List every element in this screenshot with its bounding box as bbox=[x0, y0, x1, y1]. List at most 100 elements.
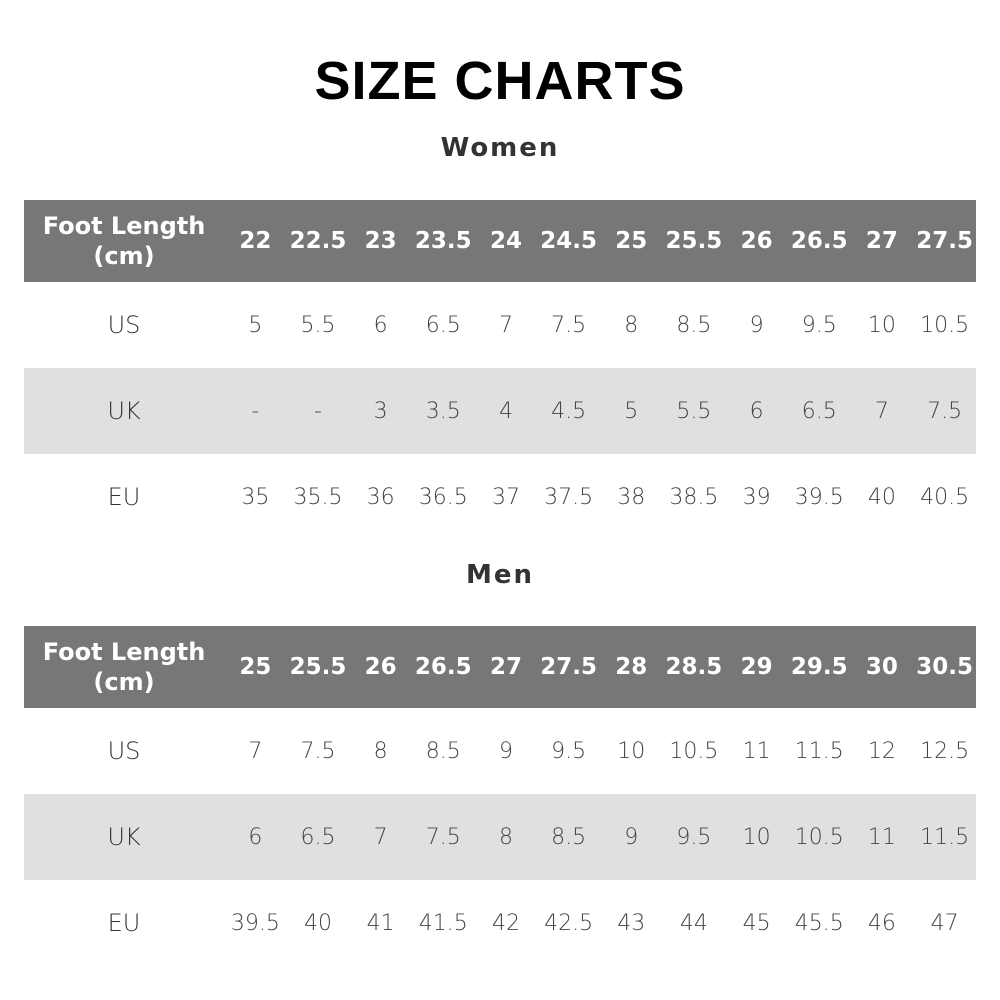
size-cell: 6 bbox=[725, 368, 788, 454]
size-cell: 38.5 bbox=[669, 484, 719, 510]
foot-length-cell: 25 bbox=[599, 200, 663, 282]
table-row-eu: EU 35 35.5 36 36.5 37 37.5 38 38.5 39 39.5 40 40.5 bbox=[24, 454, 976, 540]
size-cell: 42 bbox=[491, 910, 520, 936]
size-cell: 11 bbox=[850, 794, 914, 880]
foot-length-cell: 27.5 bbox=[913, 200, 976, 282]
size-cell: 5 bbox=[248, 312, 263, 338]
size-cell: 39 bbox=[742, 484, 771, 510]
size-cell: 10.5 bbox=[920, 312, 970, 338]
size-cell: 8 bbox=[373, 738, 388, 764]
size-cell: 6.5 bbox=[425, 312, 461, 338]
size-cell: 10 bbox=[867, 312, 896, 338]
size-cell: 9 bbox=[599, 794, 663, 880]
row-label: EU bbox=[107, 483, 141, 511]
size-cell: 35.5 bbox=[293, 484, 343, 510]
size-cell: 35 bbox=[241, 484, 270, 510]
size-cell: 10.5 bbox=[787, 794, 851, 880]
foot-length-cell: 29 bbox=[725, 626, 788, 708]
size-cell: 4 bbox=[474, 368, 538, 454]
size-cell: 45 bbox=[742, 910, 771, 936]
foot-length-cell: 28 bbox=[599, 626, 663, 708]
size-cell: 9 bbox=[749, 312, 764, 338]
foot-length-cell: 23 bbox=[349, 200, 412, 282]
size-cell: 5.5 bbox=[300, 312, 336, 338]
size-cell: 5 bbox=[599, 368, 663, 454]
size-cell: 40 bbox=[303, 910, 332, 936]
foot-length-cell: 26 bbox=[725, 200, 788, 282]
size-cell: 39.5 bbox=[794, 484, 844, 510]
size-cell: 6.5 bbox=[787, 368, 851, 454]
size-cell: 8 bbox=[624, 312, 639, 338]
page-title: SIZE CHARTS bbox=[314, 51, 686, 111]
size-cell: 3 bbox=[349, 368, 412, 454]
size-cell: 40 bbox=[867, 484, 896, 510]
foot-length-cell: 26 bbox=[349, 626, 412, 708]
size-cell: 36 bbox=[366, 484, 395, 510]
size-cell: 3.5 bbox=[411, 368, 475, 454]
foot-length-cell: 27 bbox=[850, 200, 914, 282]
size-cell: 40.5 bbox=[920, 484, 970, 510]
size-cell: 7 bbox=[248, 738, 263, 764]
size-cell: 41 bbox=[366, 910, 395, 936]
foot-length-cell: 26.5 bbox=[787, 200, 851, 282]
size-cell: 6 bbox=[224, 794, 287, 880]
size-cell: 12.5 bbox=[920, 738, 970, 764]
size-cell: 6.5 bbox=[286, 794, 350, 880]
size-cell: 5.5 bbox=[662, 368, 726, 454]
size-cell: 38 bbox=[617, 484, 646, 510]
size-cell: 12 bbox=[867, 738, 896, 764]
foot-length-cell: 30 bbox=[850, 626, 914, 708]
size-cell: 9.5 bbox=[551, 738, 587, 764]
size-cell: 7 bbox=[850, 368, 914, 454]
size-cell: 9 bbox=[498, 738, 513, 764]
foot-length-cell: 25 bbox=[224, 626, 287, 708]
size-cell: 47 bbox=[930, 910, 959, 936]
size-table-women: Foot Length (cm) 22 22.5 23 23.5 24 24.5 25 25.5 2… bbox=[24, 200, 976, 540]
size-cell: - bbox=[286, 368, 350, 454]
size-cell: 7 bbox=[498, 312, 513, 338]
size-table-men: Foot Length (cm) 25 25.5 26 26.5 27 27.5 28 28.5 2… bbox=[24, 626, 976, 966]
foot-length-cell: 24 bbox=[474, 200, 538, 282]
size-cell: 44 bbox=[679, 910, 708, 936]
table-header-row: Foot Length (cm) 25 25.5 26 26.5 27 27.5 28 28.5 2… bbox=[24, 626, 976, 708]
size-cell: 43 bbox=[617, 910, 646, 936]
size-cell: 39.5 bbox=[230, 910, 280, 936]
table-row-uk: UK - -3 3.5 4 4.5 5 5.5 6 6.5 7 7.5 bbox=[24, 368, 976, 454]
header-label: Foot Length (cm) bbox=[24, 626, 224, 708]
table-header-row: Foot Length (cm) 22 22.5 23 23.5 24 24.5 25 25.5 2… bbox=[24, 200, 976, 282]
size-cell: 36.5 bbox=[418, 484, 468, 510]
size-cell: 11.5 bbox=[794, 738, 844, 764]
size-cell: 45.5 bbox=[794, 910, 844, 936]
size-cell: 11.5 bbox=[913, 794, 976, 880]
size-cell: 7.5 bbox=[913, 368, 976, 454]
table-row-uk: UK 6 6.5 7 7.5 8 8.5 9 9.5 10 10.5 11 11.5 bbox=[24, 794, 976, 880]
size-cell: 37 bbox=[491, 484, 520, 510]
section-title-women: Women bbox=[440, 133, 560, 163]
row-label: US bbox=[107, 737, 141, 765]
size-cell: 9.5 bbox=[662, 794, 726, 880]
row-label: US bbox=[107, 311, 141, 339]
section-title-men: Men bbox=[465, 560, 535, 590]
foot-length-cell: 29.5 bbox=[787, 626, 851, 708]
size-cell: 7.5 bbox=[300, 738, 336, 764]
foot-length-cell: 30.5 bbox=[913, 626, 976, 708]
header-label: Foot Length (cm) bbox=[24, 200, 224, 282]
foot-length-cell: 22 bbox=[224, 200, 287, 282]
size-cell: - bbox=[224, 368, 287, 454]
foot-length-cell: 27 bbox=[474, 626, 538, 708]
table-row-us: US 7 7.5 8 8.5 9 9.5 10 10.5 11 11.5 12 12.5 bbox=[24, 708, 976, 794]
size-cell: 10 bbox=[617, 738, 646, 764]
size-cell: 4.5 bbox=[537, 368, 600, 454]
size-cell: 8 bbox=[474, 794, 538, 880]
size-cell: 41.5 bbox=[418, 910, 468, 936]
row-label: UK bbox=[24, 368, 224, 454]
foot-length-cell: 23.5 bbox=[411, 200, 475, 282]
row-label: EU bbox=[107, 909, 141, 937]
table-row-us: US 5 5.5 6 6.5 7 7.5 8 8.5 9 9.5 10 10.5 bbox=[24, 282, 976, 368]
size-cell: 42.5 bbox=[544, 910, 594, 936]
foot-length-cell: 26.5 bbox=[411, 626, 475, 708]
foot-length-cell: 25.5 bbox=[662, 200, 726, 282]
size-cell: 11 bbox=[742, 738, 771, 764]
size-cell: 8.5 bbox=[537, 794, 600, 880]
size-cell: 6 bbox=[373, 312, 388, 338]
